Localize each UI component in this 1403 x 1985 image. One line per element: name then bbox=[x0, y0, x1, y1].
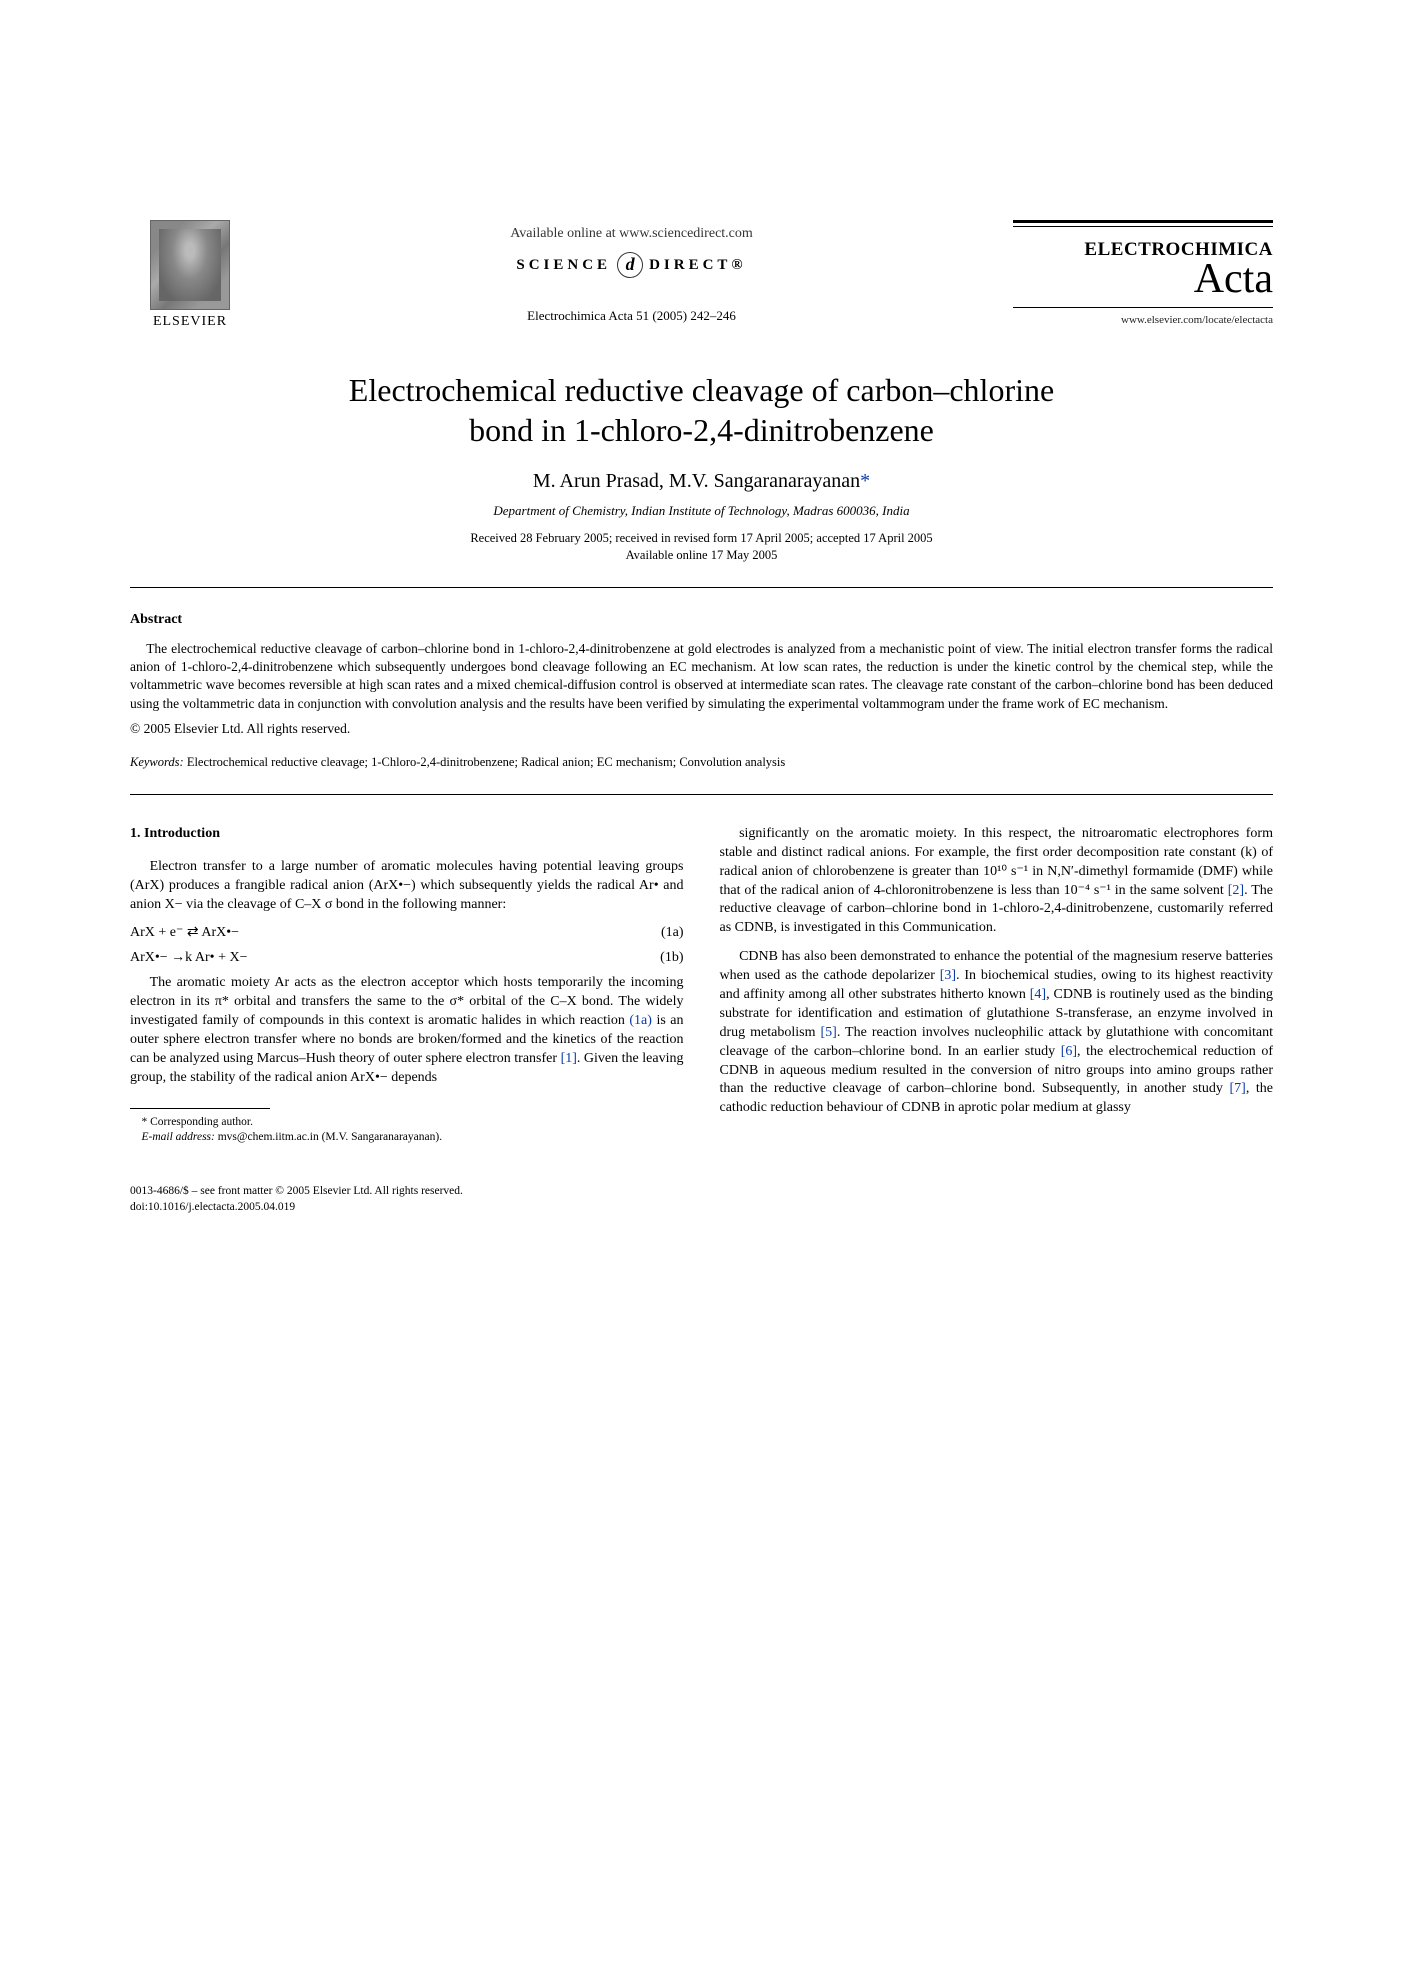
p3-a: significantly on the aromatic moiety. In… bbox=[720, 826, 1274, 898]
footnote-corresponding: * Corresponding author. bbox=[130, 1115, 684, 1130]
equation-1a: ArX + e⁻ ⇄ ArX•− (1a) bbox=[130, 924, 684, 943]
corresponding-star[interactable]: * bbox=[860, 470, 870, 492]
rule-top bbox=[1013, 220, 1273, 227]
abstract-heading: Abstract bbox=[130, 612, 1273, 628]
doi-line: doi:10.1016/j.electacta.2005.04.019 bbox=[130, 1200, 1273, 1216]
footnote-email: E-mail address: mvs@chem.iitm.ac.in (M.V… bbox=[130, 1130, 684, 1145]
authors-names: M. Arun Prasad, M.V. Sangaranarayanan bbox=[533, 470, 860, 492]
citation-1[interactable]: [1] bbox=[561, 1051, 577, 1066]
equation-1b: ArX•− →k Ar• + X− (1b) bbox=[130, 949, 684, 968]
authors-line: M. Arun Prasad, M.V. Sangaranarayanan* bbox=[130, 470, 1273, 493]
citation-5[interactable]: [5] bbox=[820, 1025, 836, 1040]
email-label: E-mail address: bbox=[142, 1131, 215, 1143]
center-header: Available online at www.sciencedirect.co… bbox=[250, 220, 1013, 324]
keywords-label: Keywords: bbox=[130, 755, 184, 769]
section-1-p1: Electron transfer to a large number of a… bbox=[130, 858, 684, 915]
email-value: mvs@chem.iitm.ac.in (M.V. Sangaranarayan… bbox=[215, 1131, 442, 1143]
publisher-name: ELSEVIER bbox=[130, 314, 250, 330]
journal-title-block: ELECTROCHIMICA Acta www.elsevier.com/loc… bbox=[1013, 220, 1273, 326]
footnote-separator bbox=[130, 1108, 270, 1109]
eq-1b-number: (1b) bbox=[660, 949, 683, 968]
eq-1a-number: (1a) bbox=[661, 924, 684, 943]
elsevier-tree-icon bbox=[150, 220, 230, 310]
journal-header: ELSEVIER Available online at www.science… bbox=[130, 220, 1273, 330]
journal-url: www.elsevier.com/locate/electacta bbox=[1013, 314, 1273, 326]
p2-a: The aromatic moiety Ar acts as the elect… bbox=[130, 975, 684, 1028]
keywords-text: Electrochemical reductive cleavage; 1-Ch… bbox=[184, 755, 786, 769]
citation-3[interactable]: [3] bbox=[940, 968, 956, 983]
sd-circle-icon bbox=[617, 252, 643, 278]
section-1-p2: The aromatic moiety Ar acts as the elect… bbox=[130, 974, 684, 1087]
keywords-line: Keywords: Electrochemical reductive clea… bbox=[130, 755, 1273, 770]
title-line-2: bond in 1-chloro-2,4-dinitrobenzene bbox=[469, 412, 934, 448]
rule-above-abstract bbox=[130, 587, 1273, 588]
available-online-text: Available online at www.sciencedirect.co… bbox=[250, 226, 1013, 242]
body-columns: 1. Introduction Electron transfer to a l… bbox=[130, 825, 1273, 1145]
journal-name-script: Acta bbox=[1013, 261, 1273, 299]
affiliation: Department of Chemistry, Indian Institut… bbox=[130, 503, 1273, 519]
rule-below-keywords bbox=[130, 794, 1273, 795]
eq-1a-expr: ArX + e⁻ ⇄ ArX•− bbox=[130, 924, 239, 943]
citation-7[interactable]: [7] bbox=[1229, 1081, 1245, 1096]
sd-left: SCIENCE bbox=[516, 257, 611, 274]
link-eq1a[interactable]: (1a) bbox=[629, 1013, 652, 1028]
sciencedirect-logo: SCIENCE DIRECT® bbox=[516, 252, 746, 278]
citation-4[interactable]: [4] bbox=[1030, 987, 1046, 1002]
citation-2[interactable]: [2] bbox=[1228, 883, 1244, 898]
abstract-body: The electrochemical reductive cleavage o… bbox=[130, 640, 1273, 713]
copyright-line: © 2005 Elsevier Ltd. All rights reserved… bbox=[130, 721, 1273, 737]
publisher-logo-block: ELSEVIER bbox=[130, 220, 250, 330]
online-date: Available online 17 May 2005 bbox=[130, 548, 1273, 563]
journal-citation: Electrochimica Acta 51 (2005) 242–246 bbox=[250, 308, 1013, 324]
eq-1b-expr: ArX•− →k Ar• + X− bbox=[130, 949, 247, 968]
citation-6[interactable]: [6] bbox=[1061, 1044, 1077, 1059]
article-title: Electrochemical reductive cleavage of ca… bbox=[252, 370, 1152, 450]
sd-right: DIRECT® bbox=[649, 257, 747, 274]
rule-bottom bbox=[1013, 307, 1273, 308]
front-matter-line: 0013-4686/$ – see front matter © 2005 El… bbox=[130, 1184, 1273, 1200]
doi-block: 0013-4686/$ – see front matter © 2005 El… bbox=[130, 1184, 1273, 1215]
title-line-1: Electrochemical reductive cleavage of ca… bbox=[349, 372, 1054, 408]
section-1-p4: CDNB has also been demonstrated to enhan… bbox=[720, 948, 1274, 1118]
section-1-heading: 1. Introduction bbox=[130, 825, 684, 844]
section-1-p3: significantly on the aromatic moiety. In… bbox=[720, 825, 1274, 938]
received-dates: Received 28 February 2005; received in r… bbox=[130, 531, 1273, 546]
